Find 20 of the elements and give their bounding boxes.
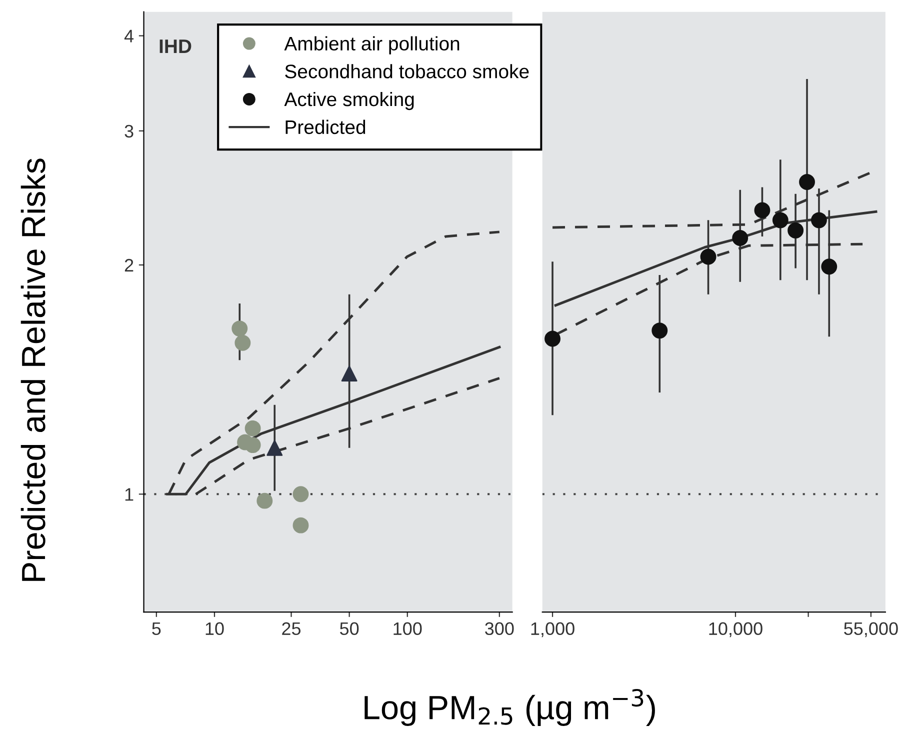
x-tick-label: 300: [485, 622, 514, 636]
x-tick-label: 25: [282, 622, 301, 636]
x-tick-label: 1,000: [531, 622, 574, 638]
x-tick-label: 100: [394, 622, 422, 636]
x-tick-label: 10: [206, 622, 224, 636]
x-tick-label: 10,000: [709, 622, 762, 638]
legend-label: Secondhand tobacco smoke: [285, 64, 529, 78]
y-tick-label: 3: [124, 124, 134, 138]
x-tick-label: 50: [340, 622, 359, 636]
x-axis-title: Log PM$_{2.5}$ (µg m$^{−3}$): [364, 688, 655, 726]
legend-label: Ambient air pollution: [284, 36, 460, 54]
annotation: IHD: [160, 40, 192, 53]
y-tick-label: 2: [124, 258, 134, 272]
legend-label: Active smoking: [284, 92, 414, 110]
y-tick-label: 4: [124, 30, 134, 42]
x-tick-label: 55,000: [844, 622, 898, 638]
y-tick-label: 1: [125, 488, 134, 501]
y-axis-title: Predicted and Relative Risks: [20, 158, 46, 581]
x-tick-label: 5: [152, 622, 161, 636]
legend-label: Predicted: [286, 120, 366, 134]
